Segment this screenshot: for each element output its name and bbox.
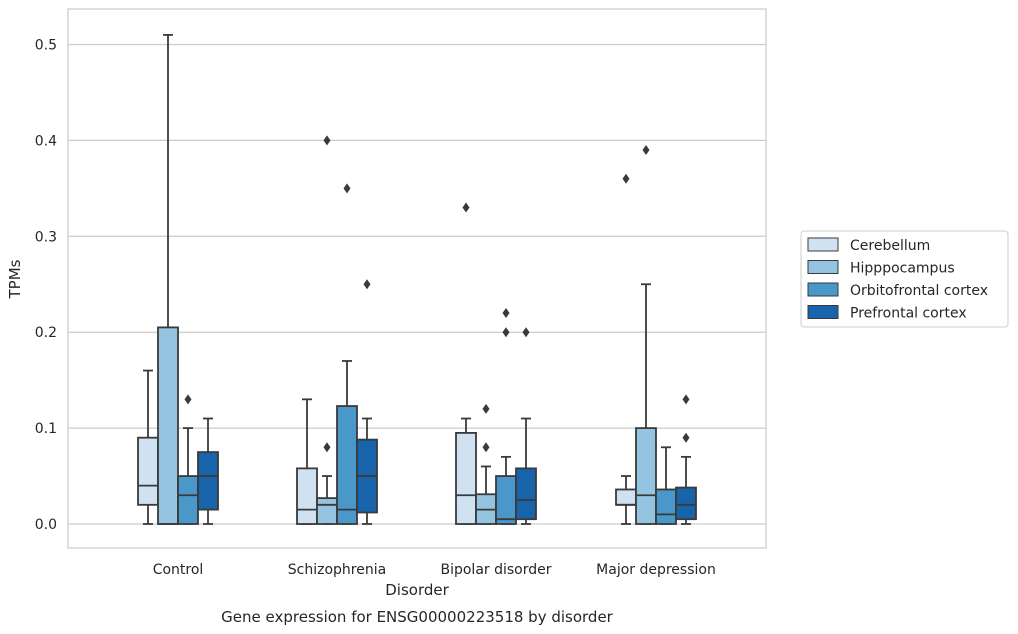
iqr-box	[316, 497, 338, 525]
outlier-point	[682, 432, 690, 443]
legend-frame	[800, 230, 1009, 328]
legend-label: Prefrontal cortex	[850, 306, 967, 322]
outlier-point	[622, 173, 630, 184]
iqr-box	[455, 431, 477, 525]
outlier-point	[682, 394, 690, 405]
iqr-box	[197, 451, 219, 511]
outlier-point	[482, 442, 490, 453]
iqr-box	[495, 475, 517, 525]
legend: Cerebellum Hipppocampus Orbitofrontal cort…	[800, 230, 1009, 328]
outlier-point	[323, 442, 331, 453]
y-tick-label: 0.5	[35, 38, 57, 54]
box-prefrontal-cortex	[197, 417, 219, 525]
plot-frame	[67, 8, 767, 549]
outlier-point	[502, 308, 510, 319]
box-cerebellum	[137, 369, 159, 525]
box-orbitofrontal-cortex	[655, 446, 677, 525]
box-prefrontal-cortex	[515, 327, 537, 525]
outlier-point	[323, 135, 331, 146]
legend-swatch	[807, 237, 839, 252]
iqr-box	[515, 467, 537, 521]
y-tick-label: 0.4	[35, 133, 57, 149]
x-axis-title: Disorder	[385, 581, 449, 599]
box-orbitofrontal-cortex	[336, 183, 358, 525]
iqr-box	[157, 326, 179, 525]
outlier-point	[482, 403, 490, 414]
outlier-point	[184, 394, 192, 405]
chart-title: Gene expression for ENSG00000223518 by d…	[221, 608, 614, 626]
box-prefrontal-cortex	[356, 279, 378, 525]
x-tick-label: Bipolar disorder	[440, 562, 551, 578]
legend-swatch	[807, 260, 839, 274]
outlier-point	[363, 279, 371, 290]
box-prefrontal-cortex	[675, 394, 697, 525]
x-tick-label: Major depression	[596, 562, 716, 578]
y-tick-label: 0.0	[35, 517, 57, 533]
y-tick-labels: 0.0 0.1 0.2 0.3 0.4 0.5	[35, 38, 57, 534]
iqr-box	[655, 488, 677, 525]
legend-swatch	[807, 305, 839, 319]
legend-label: Cerebellum	[850, 238, 930, 254]
box-hipppocampus	[635, 144, 657, 525]
box-hipppocampus	[316, 135, 338, 525]
iqr-box	[296, 467, 318, 525]
box-orbitofrontal-cortex	[495, 308, 517, 525]
outlier-point	[462, 202, 470, 213]
iqr-box	[177, 475, 199, 525]
outlier-point	[502, 327, 510, 338]
iqr-box	[615, 488, 637, 506]
y-tick-label: 0.2	[35, 325, 57, 341]
iqr-box	[137, 436, 159, 506]
iqr-box	[675, 486, 697, 521]
legend-label: Hipppocampus	[850, 261, 955, 277]
x-tick-label: Schizophrenia	[288, 562, 386, 578]
outlier-point	[522, 327, 530, 338]
x-tick-label: Control	[153, 562, 204, 578]
iqr-box	[635, 427, 657, 525]
y-axis-title: TPMs	[6, 259, 24, 299]
outlier-point	[642, 144, 650, 155]
box-groups	[137, 34, 697, 525]
x-tick-labels: Control Schizophrenia Bipolar disorder Majo…	[153, 562, 716, 578]
outlier-point	[343, 183, 351, 194]
y-tick-label: 0.3	[35, 229, 57, 245]
legend-label: Orbitofrontal cortex	[850, 283, 988, 299]
y-tick-label: 0.1	[35, 421, 57, 437]
legend-swatch	[807, 282, 839, 297]
box-hipppocampus	[157, 34, 179, 525]
box-cerebellum	[455, 202, 477, 525]
iqr-box	[336, 405, 358, 525]
box-cerebellum	[296, 398, 318, 525]
